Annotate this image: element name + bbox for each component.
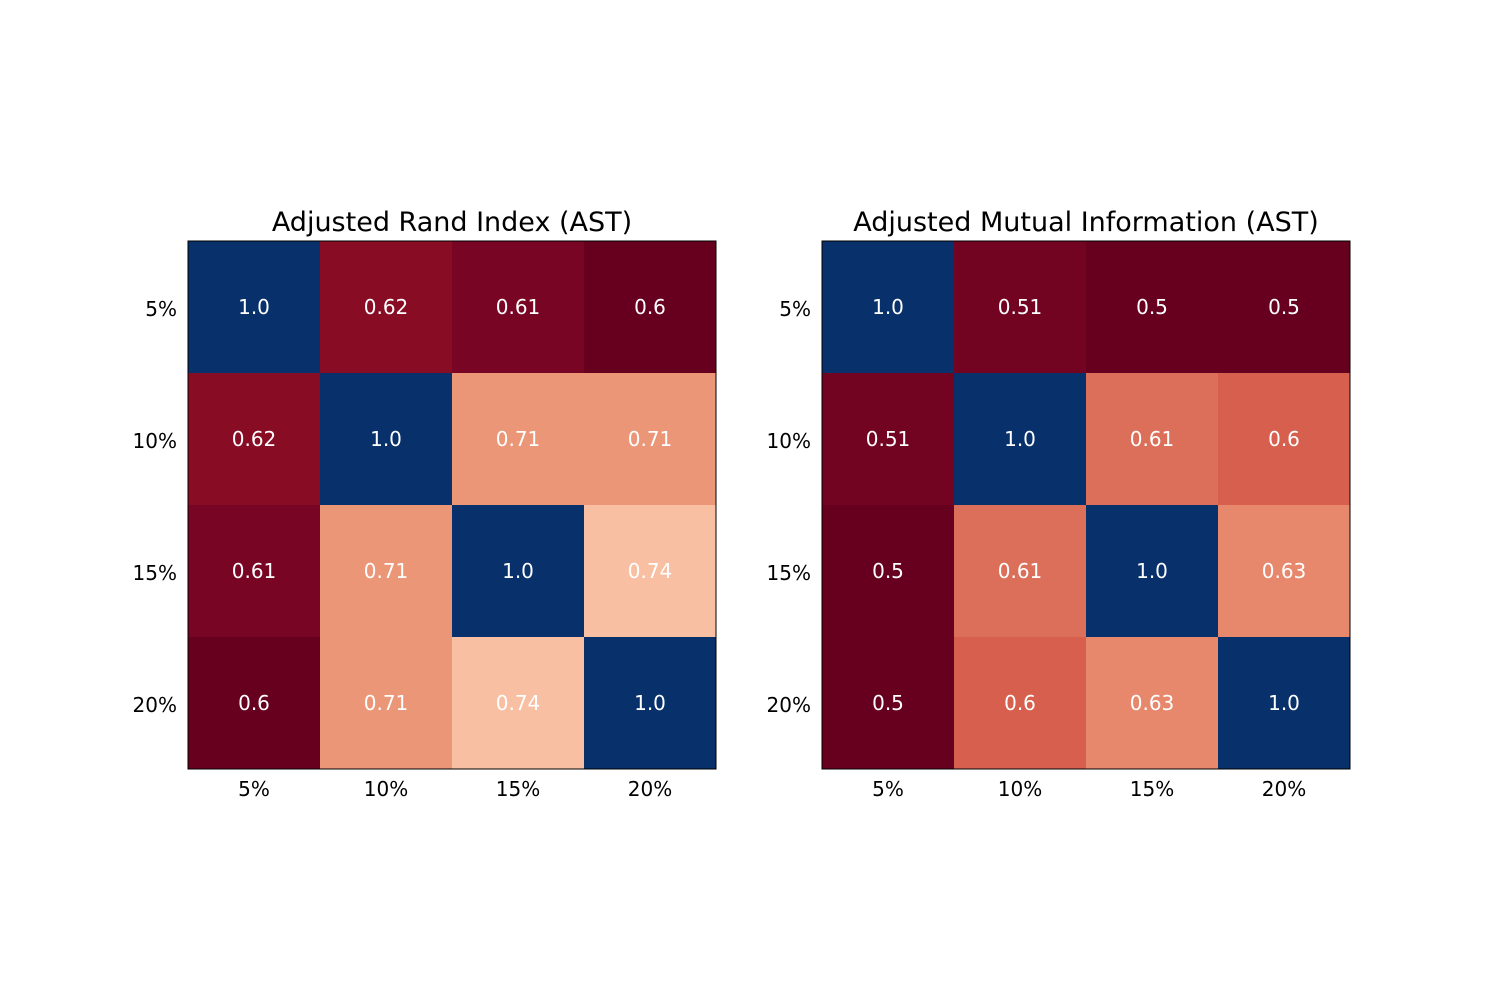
x-tick-labels: 5% 10% 15% 20% <box>238 777 672 801</box>
heatmap-cell <box>822 637 955 770</box>
chart-title: Adjusted Rand Index (AST) <box>272 207 632 238</box>
plot-frame <box>821 240 1351 770</box>
heatmap-cell <box>452 373 585 506</box>
cell-value-label: 1.0 <box>502 559 534 583</box>
x-tick-label: 10% <box>364 777 408 801</box>
y-tick-label: 20% <box>767 693 811 717</box>
heatmap-cell <box>1086 373 1219 506</box>
cell-value-label: 0.6 <box>1268 427 1300 451</box>
x-tick-label: 15% <box>496 777 540 801</box>
cell-value-label: 0.71 <box>364 559 409 583</box>
x-tick-label: 20% <box>628 777 672 801</box>
heatmap-cell <box>1086 505 1219 638</box>
heatmap-cell <box>954 241 1087 374</box>
heatmap-cell <box>452 505 585 638</box>
y-tick-label: 20% <box>133 693 177 717</box>
heatmap-cell <box>822 505 955 638</box>
y-tick-label: 10% <box>133 429 177 453</box>
cell-value-label: 0.5 <box>1136 295 1168 319</box>
heatmap-cell <box>1218 637 1351 770</box>
cell-value-label: 0.5 <box>872 691 904 715</box>
heatmap-cell <box>584 637 717 770</box>
x-tick-label: 10% <box>998 777 1042 801</box>
cell-value-label: 0.5 <box>1268 295 1300 319</box>
heatmap-cells: 1.0 0.62 0.61 0.6 0.62 1.0 0.71 0.71 0.61 0.71 1.0… <box>188 241 717 770</box>
cell-value-label: 0.63 <box>1130 691 1175 715</box>
y-tick-label: 15% <box>767 561 811 585</box>
cell-value-label: 0.63 <box>1262 559 1307 583</box>
cell-value-label: 0.62 <box>364 295 409 319</box>
heatmap-cell <box>584 241 717 374</box>
heatmap-cell <box>320 241 453 374</box>
cell-value-label: 0.74 <box>496 691 541 715</box>
cell-value-label: 0.6 <box>634 295 666 319</box>
x-tick-labels: 5% 10% 15% 20% <box>872 777 1306 801</box>
heatmap-cell <box>452 637 585 770</box>
cell-value-label: 0.6 <box>238 691 270 715</box>
heatmap-cell <box>1086 637 1219 770</box>
heatmap-cell <box>584 505 717 638</box>
cell-value-label: 0.71 <box>364 691 409 715</box>
heatmap-panel-rand-index: Adjusted Rand Index (AST) 1.0 0.62 0.61 0.6… <box>133 207 717 801</box>
heatmap-cell <box>1218 505 1351 638</box>
chart-title: Adjusted Mutual Information (AST) <box>853 207 1319 238</box>
heatmap-cell <box>188 637 321 770</box>
cell-value-label: 0.6 <box>1004 691 1036 715</box>
heatmap-cell <box>188 241 321 374</box>
heatmap-cell <box>320 637 453 770</box>
heatmap-cells: 1.0 0.51 0.5 0.5 0.51 1.0 0.61 0.6 0.5 0.61 1.0 0.6… <box>822 241 1351 770</box>
cell-value-label: 0.62 <box>232 427 277 451</box>
heatmap-cell <box>954 373 1087 506</box>
x-tick-label: 5% <box>872 777 904 801</box>
heatmap-cell <box>452 241 585 374</box>
x-tick-label: 20% <box>1262 777 1306 801</box>
cell-value-label: 0.71 <box>628 427 673 451</box>
cell-value-label: 0.51 <box>998 295 1043 319</box>
heatmap-cell <box>320 373 453 506</box>
y-tick-labels: 5% 10% 15% 20% <box>767 297 811 717</box>
heatmap-cell <box>188 505 321 638</box>
cell-value-label: 1.0 <box>238 295 270 319</box>
cell-value-label: 0.51 <box>866 427 911 451</box>
plot-frame <box>187 240 717 770</box>
cell-value-label: 1.0 <box>1004 427 1036 451</box>
heatmap-cell <box>584 373 717 506</box>
cell-value-label: 1.0 <box>370 427 402 451</box>
y-tick-label: 10% <box>767 429 811 453</box>
heatmap-cell <box>954 505 1087 638</box>
cell-value-label: 0.74 <box>628 559 673 583</box>
y-tick-label: 5% <box>145 297 177 321</box>
heatmap-cell <box>188 373 321 506</box>
cell-value-label: 1.0 <box>1136 559 1168 583</box>
y-tick-label: 15% <box>133 561 177 585</box>
heatmap-cell <box>320 505 453 638</box>
cell-value-label: 0.71 <box>496 427 541 451</box>
cell-value-label: 1.0 <box>872 295 904 319</box>
cell-value-label: 0.61 <box>232 559 277 583</box>
x-tick-label: 15% <box>1130 777 1174 801</box>
heatmap-cell <box>1086 241 1219 374</box>
heatmap-cell <box>1218 241 1351 374</box>
heatmap-cell <box>1218 373 1351 506</box>
cell-value-label: 1.0 <box>634 691 666 715</box>
cell-value-label: 0.61 <box>998 559 1043 583</box>
cell-value-label: 0.5 <box>872 559 904 583</box>
heatmap-panel-mutual-information: Adjusted Mutual Information (AST) 1.0 0.5… <box>767 207 1351 801</box>
x-tick-label: 5% <box>238 777 270 801</box>
cell-value-label: 0.61 <box>1130 427 1175 451</box>
heatmap-cell <box>954 637 1087 770</box>
y-tick-label: 5% <box>779 297 811 321</box>
cell-value-label: 1.0 <box>1268 691 1300 715</box>
heatmap-cell <box>822 373 955 506</box>
cell-value-label: 0.61 <box>496 295 541 319</box>
heatmap-cell <box>822 241 955 374</box>
y-tick-labels: 5% 10% 15% 20% <box>133 297 177 717</box>
